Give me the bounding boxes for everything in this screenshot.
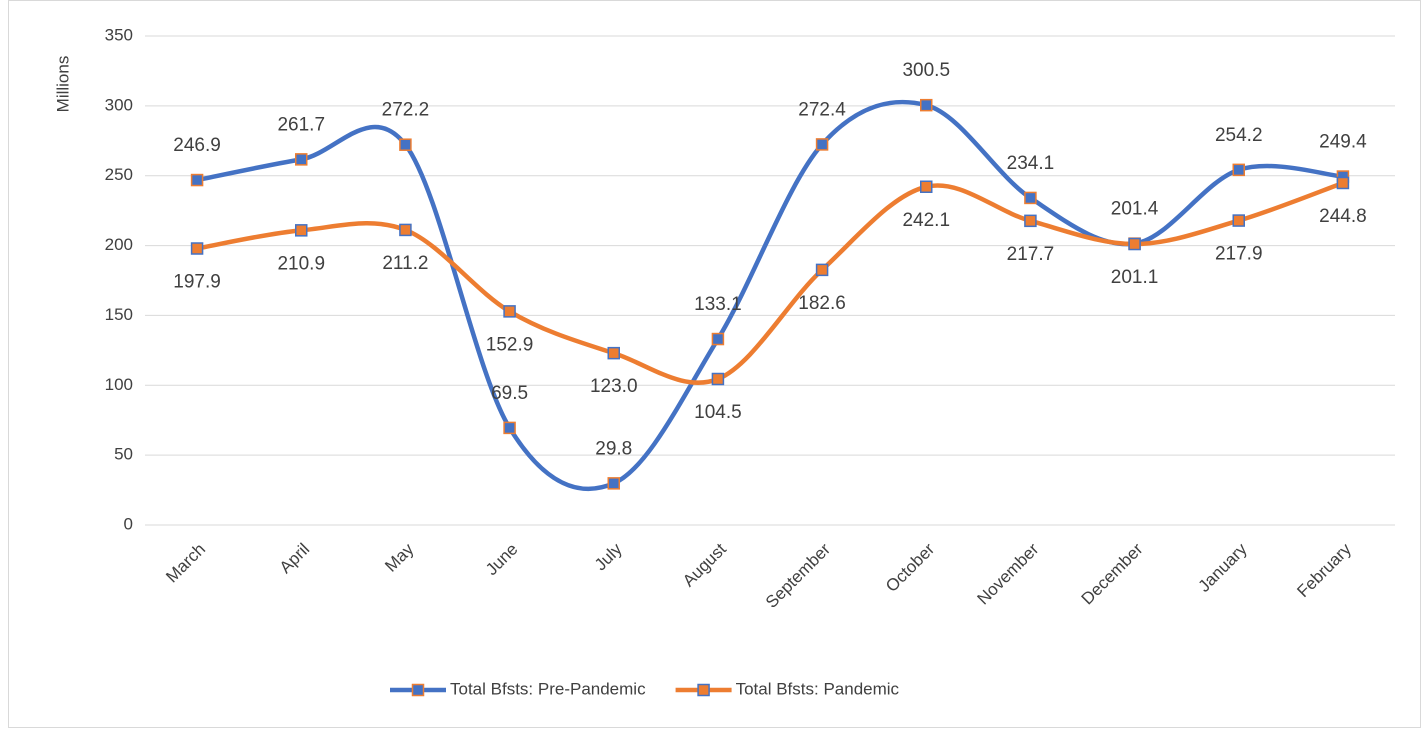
data-label: 234.1 bbox=[1007, 153, 1055, 174]
data-label: 69.5 bbox=[491, 383, 528, 404]
marker bbox=[1232, 214, 1245, 227]
marker bbox=[1232, 163, 1245, 177]
marker bbox=[920, 180, 933, 194]
chart-border bbox=[8, 0, 1421, 728]
y-tick-label: 200 bbox=[105, 235, 133, 254]
marker bbox=[1336, 176, 1350, 190]
data-label: 133.1 bbox=[694, 294, 742, 315]
marker bbox=[399, 223, 412, 237]
data-label: 300.5 bbox=[902, 60, 950, 81]
marker bbox=[1024, 214, 1037, 228]
marker bbox=[503, 421, 516, 435]
marker bbox=[711, 372, 725, 386]
marker bbox=[190, 173, 204, 187]
data-label: 217.7 bbox=[1007, 244, 1055, 265]
marker bbox=[711, 332, 725, 346]
marker bbox=[815, 138, 829, 151]
legend-label: Total Bfsts: Pre-Pandemic bbox=[450, 679, 646, 698]
y-tick-label: 50 bbox=[114, 445, 133, 464]
data-label: 246.9 bbox=[173, 135, 221, 156]
data-label: 201.1 bbox=[1111, 267, 1159, 288]
data-label: 201.4 bbox=[1111, 199, 1159, 220]
legend-marker bbox=[411, 683, 425, 697]
marker bbox=[399, 138, 412, 151]
data-label: 217.9 bbox=[1215, 244, 1263, 265]
data-label: 182.6 bbox=[798, 293, 846, 314]
data-label: 29.8 bbox=[595, 438, 632, 459]
y-tick-label: 100 bbox=[105, 375, 133, 394]
marker bbox=[1128, 237, 1141, 251]
data-label: 197.9 bbox=[173, 272, 221, 293]
data-label: 254.2 bbox=[1215, 125, 1263, 146]
data-label: 244.8 bbox=[1319, 206, 1367, 227]
marker bbox=[920, 98, 933, 112]
marker bbox=[295, 153, 308, 166]
y-tick-label: 300 bbox=[105, 95, 133, 114]
data-label: 210.9 bbox=[277, 253, 325, 274]
y-tick-label: 350 bbox=[105, 25, 133, 44]
marker bbox=[607, 346, 620, 360]
data-label: 261.7 bbox=[277, 114, 325, 135]
marker bbox=[190, 242, 204, 255]
legend-label: Total Bfsts: Pandemic bbox=[736, 679, 900, 698]
marker bbox=[607, 477, 620, 490]
y-tick-label: 150 bbox=[105, 305, 133, 324]
marker bbox=[503, 305, 516, 318]
marker bbox=[1024, 191, 1037, 205]
marker bbox=[295, 224, 308, 237]
data-label: 211.2 bbox=[382, 253, 428, 274]
marker bbox=[815, 263, 829, 277]
y-tick-label: 0 bbox=[124, 514, 133, 533]
y-tick-label: 250 bbox=[105, 165, 133, 184]
data-label: 249.4 bbox=[1319, 132, 1367, 153]
data-label: 152.9 bbox=[486, 334, 534, 355]
data-label: 123.0 bbox=[590, 376, 638, 397]
data-label: 272.2 bbox=[382, 100, 430, 121]
data-label: 242.1 bbox=[902, 210, 950, 231]
legend-marker bbox=[697, 683, 710, 697]
data-label: 272.4 bbox=[798, 99, 846, 120]
y-axis-title: Millions bbox=[53, 56, 72, 113]
data-label: 104.5 bbox=[694, 402, 742, 423]
